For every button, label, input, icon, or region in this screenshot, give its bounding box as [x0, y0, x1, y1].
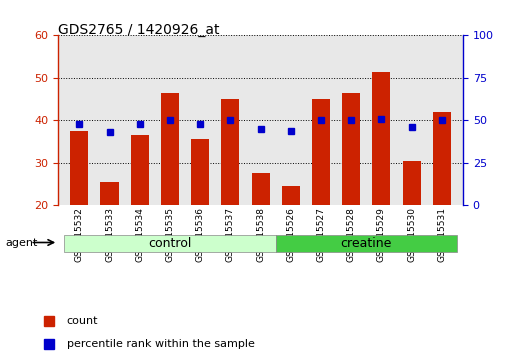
Bar: [251, 173, 269, 205]
Text: count: count: [67, 316, 98, 326]
Bar: [191, 139, 209, 205]
Bar: [130, 135, 148, 205]
Text: agent: agent: [5, 238, 37, 248]
Bar: [432, 112, 450, 205]
Bar: [372, 72, 390, 205]
Bar: [100, 182, 118, 205]
Bar: [341, 93, 360, 205]
Text: control: control: [148, 237, 191, 250]
Bar: [221, 99, 239, 205]
Text: creatine: creatine: [340, 237, 391, 250]
Bar: [275, 235, 456, 252]
Bar: [402, 161, 420, 205]
Text: GDS2765 / 1420926_at: GDS2765 / 1420926_at: [58, 23, 219, 37]
Bar: [70, 131, 88, 205]
Bar: [281, 186, 299, 205]
Text: percentile rank within the sample: percentile rank within the sample: [67, 339, 254, 349]
Bar: [161, 93, 179, 205]
Bar: [311, 99, 329, 205]
Bar: [64, 235, 275, 252]
